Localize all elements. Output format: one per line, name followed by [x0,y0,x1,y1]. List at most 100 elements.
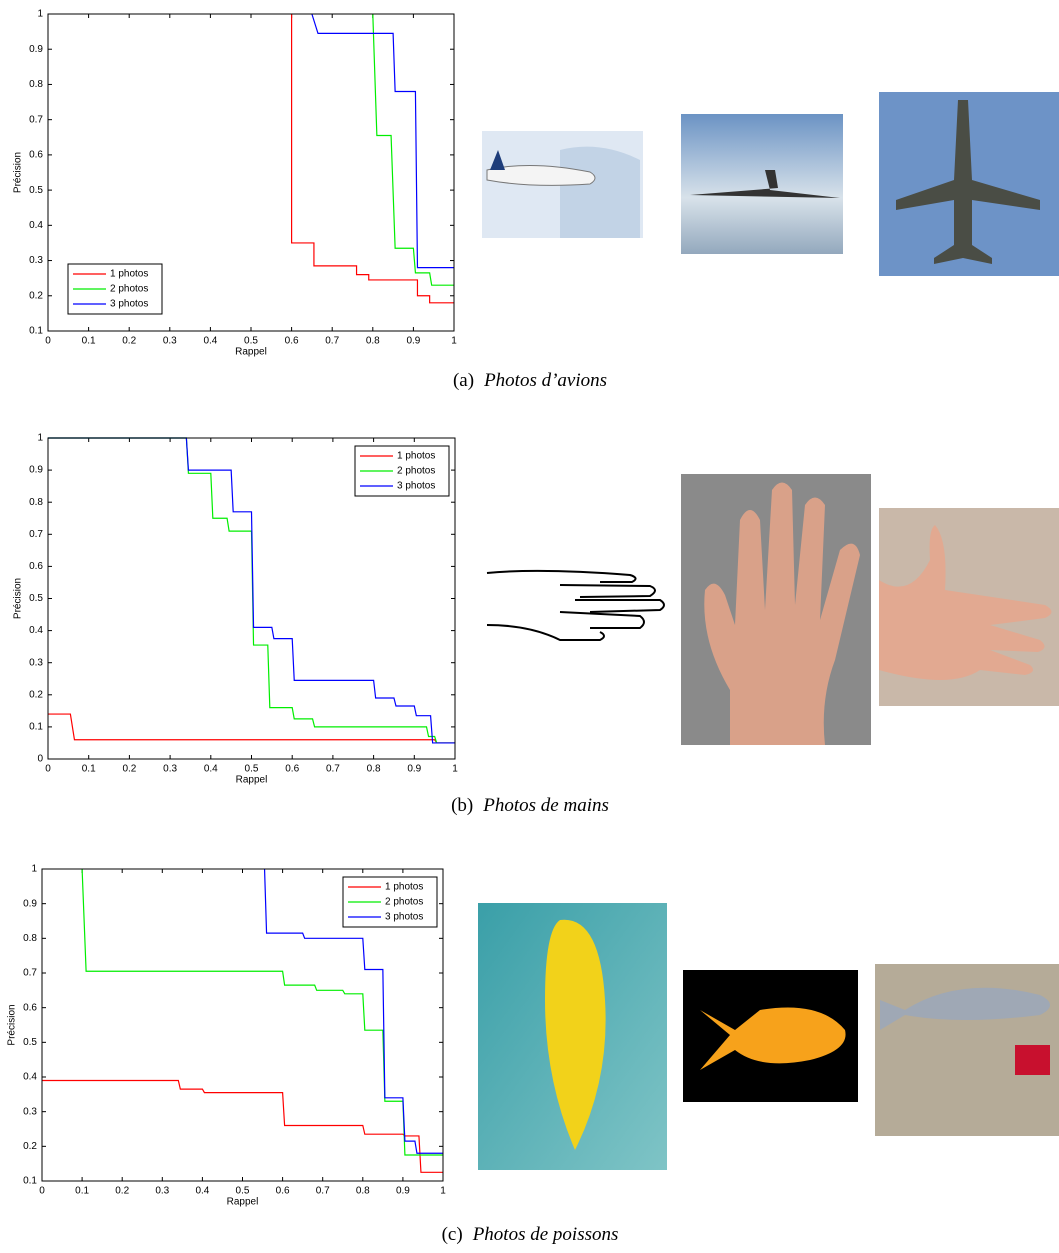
fish-photo-1 [478,903,667,1170]
y-tick-label: 0.1 [29,722,43,733]
x-tick-label: 0.2 [115,1186,129,1197]
y-tick-label: 0.1 [29,326,43,337]
fish-photo-3 [875,964,1059,1136]
caption-label: (a) [453,370,474,391]
y-tick-label: 0.4 [29,625,43,636]
y-tick-label: 0.5 [23,1037,37,1048]
series-line [48,437,455,744]
x-tick-label: 0.3 [155,1186,169,1197]
caption-text: Photos de poissons [472,1224,619,1245]
x-axis-label: Rappel [227,1197,259,1208]
chart: 0 0.1 0.2 0.3 0.4 0.5 0.6 0.7 0.8 0.9 10.10.20.30.… [13,9,607,392]
series-line [48,437,455,744]
x-tick-label: 0.5 [245,764,259,775]
y-axis-label: Précision [13,578,24,619]
y-tick-label: 0.1 [23,1176,37,1187]
x-tick-label: 0.9 [396,1186,410,1197]
y-tick-label: 0.6 [23,1002,37,1013]
x-tick-label: 0.4 [203,336,217,347]
x-axis-label: Rappel [235,347,267,358]
x-tick-label: 0.2 [122,336,136,347]
plane-photo-3 [879,92,1059,276]
x-tick-label: 0 [45,764,51,775]
y-tick-label: 0.9 [29,44,43,55]
series-line [291,14,454,304]
x-tick-label: 0 [39,1186,45,1197]
x-tick-label: 0.7 [316,1186,330,1197]
y-tick-label: 0.5 [29,185,43,196]
x-tick-label: 0.3 [163,764,177,775]
series-line [81,868,443,1156]
x-tick-label: 0.8 [366,336,380,347]
hand-photo-2 [879,508,1059,706]
y-tick-label: 1 [37,433,43,444]
plane-photo-1 [482,131,643,238]
caption-label: (b) [451,795,473,816]
y-tick-label: 0.8 [23,933,37,944]
x-tick-label: 0.9 [406,336,420,347]
x-tick-label: 1 [451,336,457,347]
y-tick-label: 0.2 [29,689,43,700]
x-tick-label: 0.1 [82,764,96,775]
x-tick-label: 0.8 [367,764,381,775]
y-axis-label: Précision [13,152,24,193]
x-tick-label: 1 [440,1186,446,1197]
x-tick-label: 0.5 [236,1186,250,1197]
x-tick-label: 0.9 [407,764,421,775]
legend-label: 2 photos [110,284,148,295]
y-tick-label: 0.7 [29,529,43,540]
x-tick-label: 0 [45,336,51,347]
y-tick-label: 0.8 [29,79,43,90]
legend-label: 3 photos [110,299,148,310]
caption: (a) Photos d’avions [453,370,607,391]
legend-label: 2 photos [397,466,435,477]
hand-photo-1 [681,474,871,745]
y-tick-label: 0.9 [23,898,37,909]
legend-label: 3 photos [397,481,435,492]
x-axis-label: Rappel [236,775,268,786]
y-axis-label: Précision [7,1004,18,1045]
x-tick-label: 0.5 [244,336,258,347]
y-tick-label: 0.2 [23,1141,37,1152]
y-tick-label: 0.3 [29,657,43,668]
plot-frame [47,13,455,332]
plot-frame [47,437,456,760]
caption-text: Photos d’avions [483,370,607,391]
y-tick-label: 0.6 [29,561,43,572]
chart: 0 0.1 0.2 0.3 0.4 0.5 0.6 0.7 0.8 0.9 10.10.20.30.… [7,864,619,1246]
caption: (c) Photos de poissons [442,1224,619,1245]
plane-photo-2 [681,114,843,254]
series-line [263,868,443,1154]
legend-label: 1 photos [110,269,148,280]
caption-label: (c) [442,1224,463,1245]
y-tick-label: 0 [37,754,43,765]
legend-label: 2 photos [385,897,423,908]
fish-photo-2 [683,970,858,1102]
plot-frame [41,868,444,1182]
y-tick-label: 0.3 [23,1106,37,1117]
legend-label: 1 photos [397,451,435,462]
x-tick-label: 0.1 [75,1186,89,1197]
series-line [372,13,454,286]
legend-label: 3 photos [385,912,423,923]
series-line [311,13,454,269]
x-tick-label: 0.6 [285,336,299,347]
x-tick-label: 0.3 [163,336,177,347]
y-tick-label: 1 [31,864,37,875]
y-tick-label: 0.8 [29,497,43,508]
caption-text: Photos de mains [482,795,609,816]
y-tick-label: 0.4 [23,1072,37,1083]
chart: 0 0.1 0.2 0.3 0.4 0.5 0.6 0.7 0.8 0.9 1 0 0.1 0.2 0.3 0… [13,433,609,817]
x-tick-label: 0.7 [326,764,340,775]
x-tick-label: 0.7 [325,336,339,347]
x-tick-label: 0.4 [204,764,218,775]
x-tick-label: 0.4 [195,1186,209,1197]
x-tick-label: 0.2 [122,764,136,775]
x-tick-label: 0.6 [285,764,299,775]
x-tick-label: 0.1 [82,336,96,347]
y-tick-label: 0.3 [29,255,43,266]
series-line [42,1079,443,1173]
y-tick-label: 0.2 [29,290,43,301]
